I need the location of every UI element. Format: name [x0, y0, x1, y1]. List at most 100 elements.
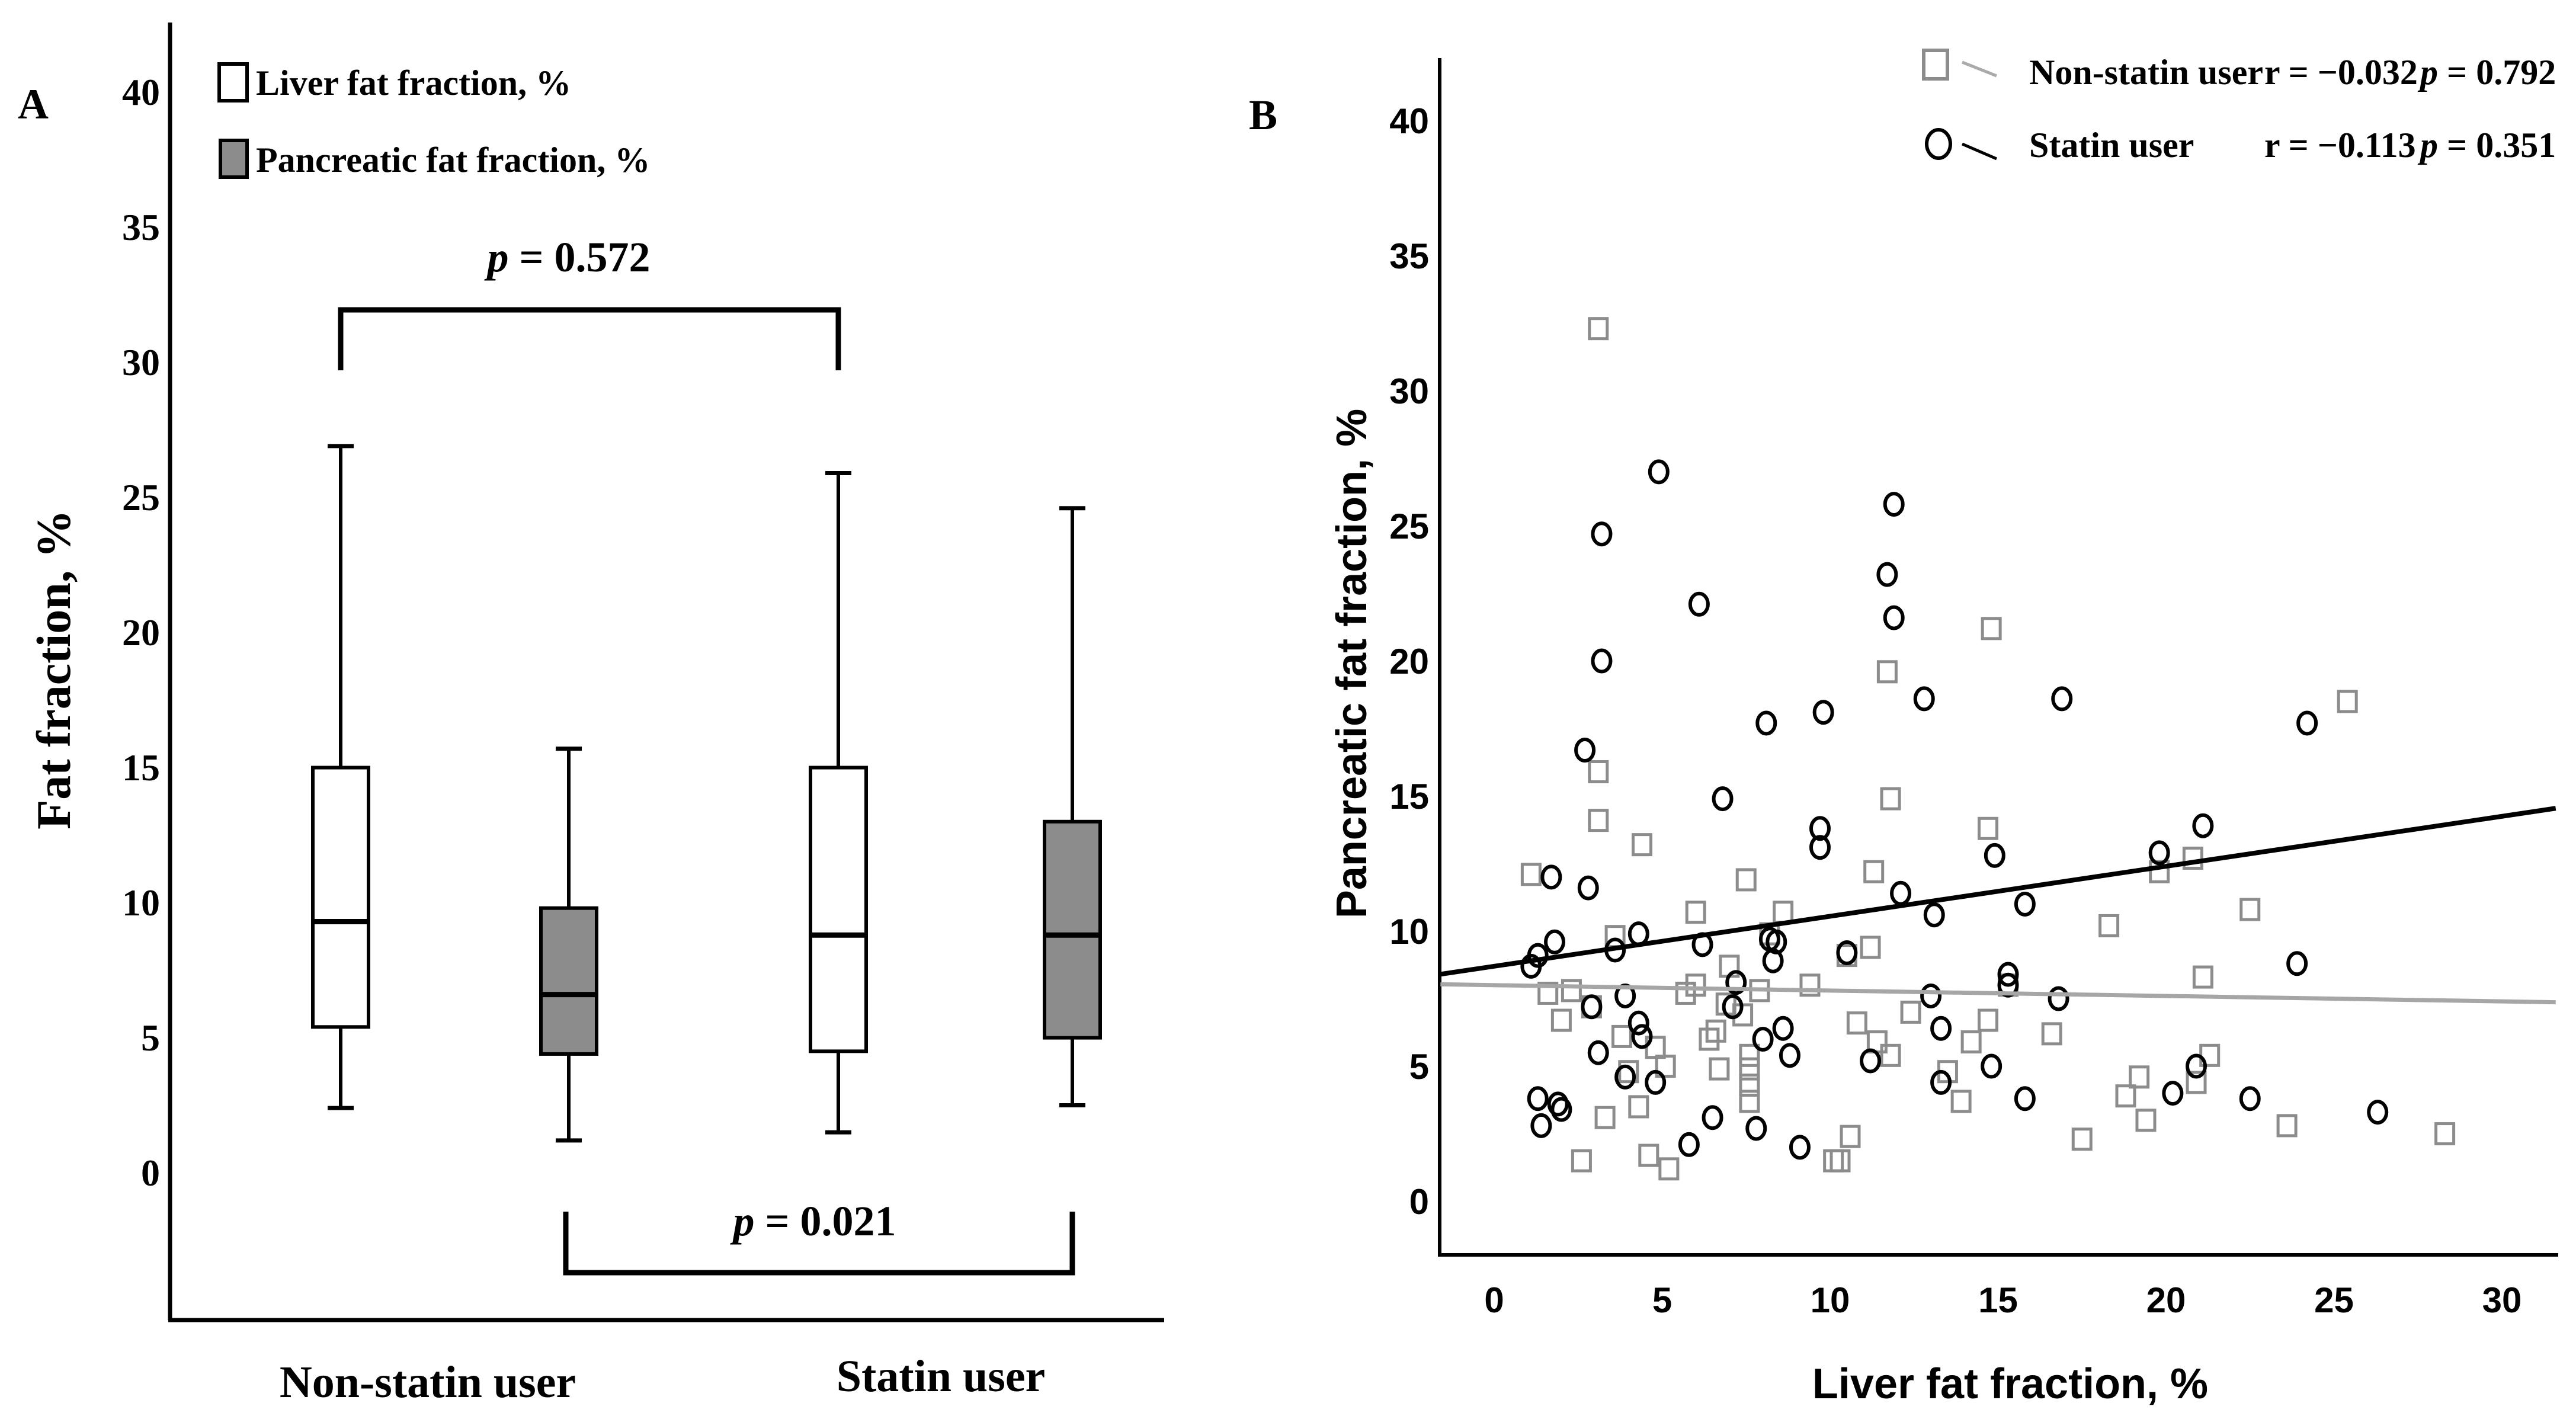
- scatter-point-square: [1588, 317, 1609, 341]
- scatter-point-circle: [1789, 1135, 1811, 1160]
- scatter-point-circle: [1591, 521, 1613, 547]
- scatter-point-circle: [1772, 1016, 1794, 1041]
- bracket-pancreatic-comparison: [563, 1212, 1075, 1276]
- scatter-point-square: [1571, 1149, 1592, 1173]
- panel-b-y-tick-label: 10: [1389, 912, 1429, 952]
- scatter-point-circle: [1627, 921, 1649, 947]
- scatter-point-circle: [2014, 891, 2036, 917]
- scatter-point-circle: [1745, 1116, 1767, 1141]
- scatter-point-square: [1618, 1060, 1639, 1084]
- legend-p-non-statin: p = 0.792: [2417, 53, 2556, 92]
- series-non-statin: [1520, 317, 2456, 1181]
- scatter-point-circle: [1812, 700, 1834, 725]
- scatter-point-circle: [2051, 686, 2073, 712]
- scatter-point-circle: [1809, 835, 1831, 860]
- legend-label-statin: Statin user: [2029, 126, 2194, 165]
- scatter-point-circle: [2186, 1053, 2207, 1079]
- scatter-point-circle: [1920, 984, 1942, 1008]
- scatter-point-square: [1631, 833, 1652, 857]
- scatter-point-circle: [1860, 1048, 1882, 1074]
- scatter-point-circle: [1984, 843, 2005, 868]
- panel-a-y-tick-label: 40: [122, 71, 160, 113]
- scatter-point-circle: [1766, 929, 1787, 954]
- panel-b-y-tick-labels: 0 5 10 15 20 25 30 35 40: [1389, 101, 1429, 1222]
- scatter-point-circle: [2162, 1081, 2184, 1106]
- scatter-point-circle: [1779, 1043, 1800, 1068]
- scatter-point-square: [1628, 1095, 1649, 1119]
- scatter-point-square: [1588, 760, 1609, 784]
- panel-a-boxes: [311, 444, 1102, 1143]
- scatter-point-square: [2129, 1065, 2150, 1089]
- legend-r-non-statin: r = −0.032: [2264, 53, 2418, 92]
- box-iqr: [809, 765, 868, 1053]
- panel-b-y-tick-label: 35: [1389, 236, 1429, 276]
- scatter-point-square: [1900, 1000, 1921, 1024]
- scatter-point-square: [2149, 860, 2170, 883]
- scatter-point-circle: [1923, 902, 1945, 928]
- scatter-point-circle: [2048, 986, 2069, 1011]
- scatter-point-circle: [2296, 710, 2318, 736]
- legend-line-non-statin: [1962, 60, 1997, 78]
- scatter-point-square: [1594, 1106, 1616, 1129]
- legend-swatch-liver: [217, 62, 249, 102]
- legend-marker-statin: [1925, 128, 1952, 160]
- fit-line-non-statin: [1440, 982, 2556, 1005]
- panel-a-y-tick-label: 0: [141, 1152, 160, 1194]
- panel-a-y-tick-label: 10: [122, 882, 160, 924]
- panel-b-y-tick-label: 25: [1389, 507, 1429, 546]
- scatter-point-square: [2041, 1022, 2062, 1046]
- scatter-point-square: [1709, 1057, 1730, 1081]
- panel-b-fit-lines: [1440, 806, 2556, 1005]
- bracket-liver-comparison: [338, 307, 841, 370]
- scatter-point-square: [1655, 1055, 1676, 1078]
- scatter-point-circle: [1997, 962, 2019, 987]
- scatter-point-circle: [2014, 1086, 2036, 1112]
- scatter-point-square: [1550, 1008, 1572, 1032]
- scatter-point-circle: [2367, 1100, 2389, 1125]
- scatter-point-circle: [2239, 1086, 2261, 1112]
- scatter-point-circle: [1527, 943, 1549, 968]
- legend-label-pancreatic: Pancreatic fat fraction, %: [256, 140, 650, 180]
- scatter-point-circle: [1547, 1091, 1569, 1117]
- panel-b-points: [1520, 317, 2456, 1181]
- scatter-point-circle: [1527, 1086, 1549, 1112]
- scatter-point-square: [1685, 973, 1706, 997]
- scatter-point-circle: [1712, 786, 1734, 812]
- scatter-point-circle: [1725, 970, 1747, 995]
- scatter-point-circle: [1752, 1026, 1774, 1052]
- scatter-point-circle: [1981, 1053, 2003, 1079]
- scatter-point-circle: [1631, 1024, 1653, 1049]
- scatter-point-circle: [1678, 1132, 1700, 1157]
- scatter-point-circle: [1930, 1016, 1952, 1041]
- panel-b-y-tick-label: 40: [1389, 101, 1429, 141]
- panel-b-x-tick-label: 0: [1484, 1280, 1504, 1320]
- scatter-point-circle: [1645, 1069, 1667, 1095]
- panel-b-x-tick-label: 30: [2482, 1280, 2522, 1320]
- scatter-point-circle: [1913, 686, 1935, 712]
- scatter-point-square: [2115, 1084, 2136, 1108]
- scatter-point-square: [2239, 898, 2261, 921]
- scatter-point-circle: [1836, 940, 1858, 966]
- panel-b-scatter-plot: B Pancreatic fat fraction, % Liver fat f…: [1249, 49, 2558, 1408]
- scatter-point-square: [1977, 816, 1998, 840]
- panel-b-y-tick-label: 20: [1389, 642, 1429, 681]
- scatter-point-square: [1846, 1011, 1867, 1035]
- scatter-point-square: [1638, 1143, 1659, 1167]
- scatter-point-square: [1981, 617, 2002, 640]
- panel-b-y-tick-label: 15: [1389, 777, 1429, 816]
- panel-b-label: B: [1249, 91, 1277, 139]
- panel-a-y-axis-title: Fat fraction, %: [27, 510, 81, 829]
- panel-a-category-label-non-statin: Non-statin user: [280, 1357, 576, 1407]
- panel-b-legend: Non-statin user r = −0.032 p = 0.792 Sta…: [1922, 49, 2556, 165]
- panel-a-legend: Liver fat fraction, % Pancreatic fat fra…: [217, 62, 650, 180]
- panel-a-category-label-statin: Statin user: [837, 1351, 1046, 1401]
- scatter-point-square: [1561, 979, 1582, 1002]
- panel-b-x-tick-labels: 0 5 10 15 20 25 30: [1484, 1280, 2521, 1320]
- scatter-point-circle: [1587, 1040, 1609, 1065]
- scatter-point-circle: [2148, 840, 2170, 866]
- scatter-point-square: [1880, 1043, 1901, 1067]
- scatter-point-square: [1860, 936, 1881, 959]
- panel-b-y-tick-label: 0: [1409, 1182, 1429, 1222]
- scatter-point-circle: [1997, 972, 2019, 998]
